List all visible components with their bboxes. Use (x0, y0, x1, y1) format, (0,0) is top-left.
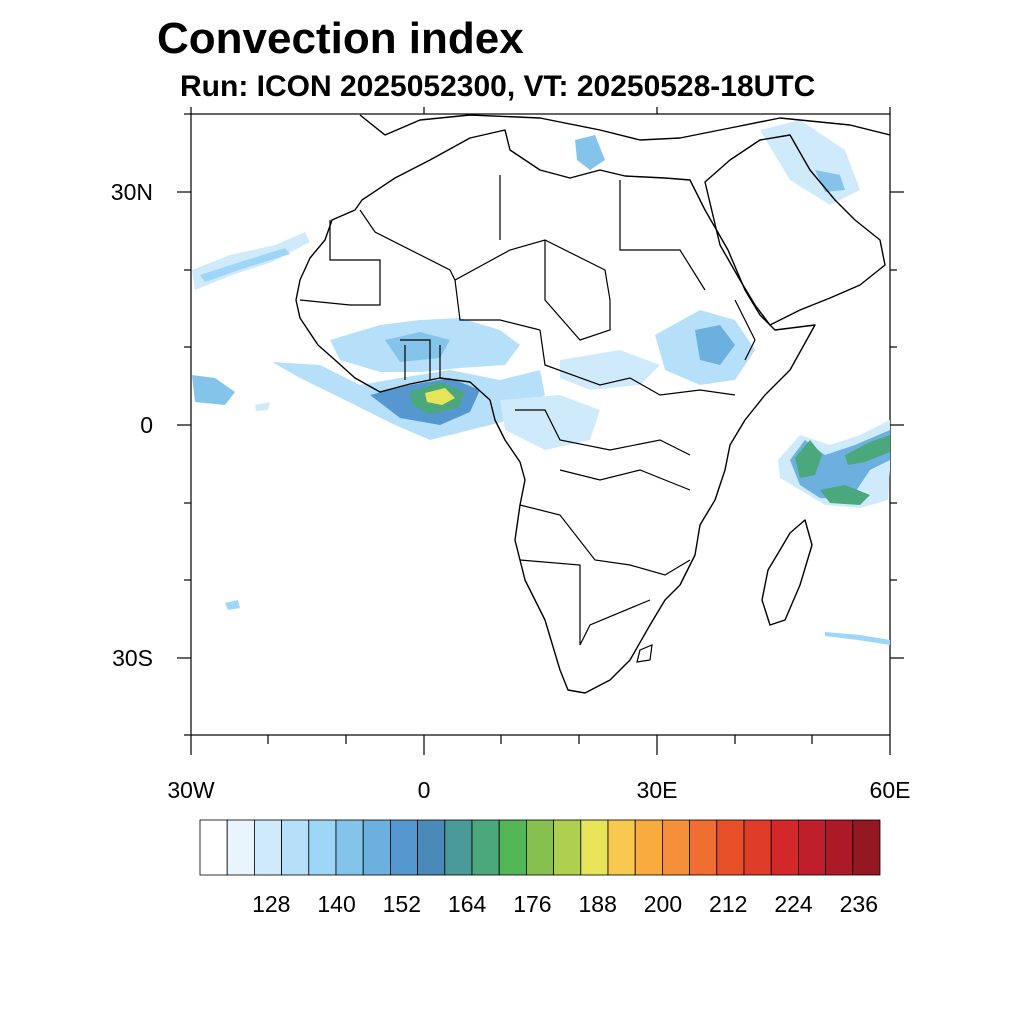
atlantic-west-patch (192, 375, 235, 405)
border-6 (454, 279, 541, 331)
y-tick-label-0: 0 (140, 412, 153, 438)
colorbar-swatch (308, 819, 337, 876)
x-tick-label-30w: 30W (167, 777, 215, 803)
europe-coastline (359, 114, 890, 141)
colorbar-swatch (526, 819, 555, 876)
indian-ocean-band-east (845, 435, 890, 465)
country-borders (299, 175, 756, 663)
border-9 (559, 469, 691, 491)
colorbar-swatch (498, 819, 527, 876)
border-14 (636, 644, 653, 663)
colorbar-label: 188 (578, 891, 616, 917)
colorbar-label: 128 (252, 891, 290, 917)
colorbar-swatch (389, 819, 418, 876)
chart-subtitle: Run: ICON 2025052300, VT: 20250528-18UTC (180, 70, 816, 103)
border-10 (519, 504, 691, 576)
arabia-coastline (704, 134, 886, 326)
chart-title: Convection index (157, 14, 524, 63)
border-4 (544, 240, 611, 341)
colorbar-swatch (362, 819, 391, 876)
border-3 (619, 180, 706, 291)
colorbar-swatch (281, 819, 310, 876)
colorbar-swatch (825, 819, 854, 876)
colorbar-swatch (580, 819, 609, 876)
colorbar-swatch (199, 819, 228, 876)
colorbar-swatch (607, 819, 636, 876)
colorbar-swatch (743, 819, 772, 876)
border-5 (299, 220, 381, 306)
colorbar-label: 200 (644, 891, 682, 917)
colorbar-swatch (716, 819, 745, 876)
colorbar-swatch (417, 819, 446, 876)
madagascar-coastline (761, 519, 813, 626)
colorbar-label: 164 (448, 891, 487, 917)
colorbar-label: 152 (383, 891, 421, 917)
atlantic-band-north-inner (200, 248, 290, 282)
border-1 (359, 209, 611, 301)
x-tick-label-60e: 60E (870, 777, 911, 803)
colorbar-swatch (689, 819, 718, 876)
colorbar-swatch (444, 819, 473, 876)
colorbar-label: 140 (317, 891, 355, 917)
indian-ocean-system-core-east (820, 485, 870, 505)
y-tick-label-30s: 30S (112, 645, 153, 671)
coastlines (295, 114, 890, 694)
colorbar: 128 140 152 164 176 188 200 212 224 236 (199, 819, 881, 917)
mediterranean-patch (575, 135, 605, 170)
border-11 (519, 559, 651, 646)
colorbar-swatch (852, 819, 881, 876)
colorbar-swatch (553, 819, 582, 876)
colorbar-swatch (226, 819, 255, 876)
colorbar-label: 176 (513, 891, 551, 917)
y-tick-label-30n: 30N (111, 179, 153, 205)
colorbar-label: 212 (709, 891, 747, 917)
colorbar-swatch (471, 819, 500, 876)
south-indian-streak (825, 632, 890, 645)
x-tick-label-30e: 30E (637, 777, 678, 803)
colorbar-label: 224 (774, 891, 813, 917)
border-8 (515, 409, 691, 456)
axis-ticks (177, 107, 904, 755)
south-atlantic-dot (225, 600, 240, 610)
indian-ocean-system-core (795, 440, 822, 478)
ethiopia-core (695, 325, 735, 365)
colorbar-swatch (770, 819, 799, 876)
central-africa-patch (500, 395, 600, 450)
atlantic-small-streak (255, 402, 270, 411)
colorbar-swatch (798, 819, 827, 876)
colorbar-swatch (634, 819, 663, 876)
africa-coastline (295, 129, 816, 694)
colorbar-swatch (335, 819, 364, 876)
arabia-patch-core (815, 170, 845, 192)
x-tick-label-0: 0 (418, 777, 431, 803)
convection-shading (192, 120, 890, 645)
colorbar-swatch (662, 819, 691, 876)
colorbar-label: 236 (840, 891, 878, 917)
border-7 (539, 329, 736, 396)
border-13 (734, 299, 756, 361)
colorbar-swatch (253, 819, 282, 876)
border-12 (400, 339, 441, 380)
guinea-coast-max (425, 388, 455, 405)
